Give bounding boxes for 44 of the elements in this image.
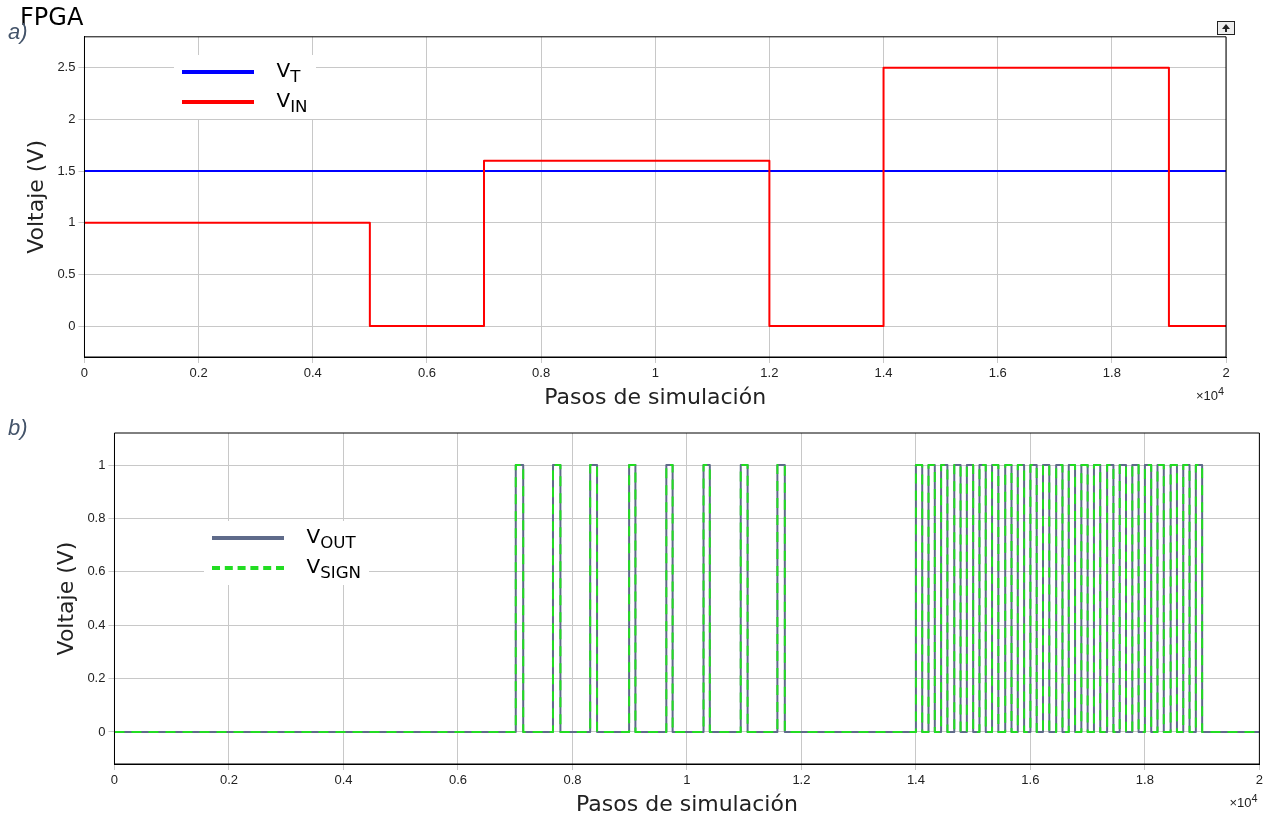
x-tick-label: 1.6 [1021, 772, 1040, 788]
x-tick-label: 2 [1255, 772, 1263, 788]
x-tick-label: 0.8 [563, 772, 582, 788]
x-tick-label: 1.8 [1102, 365, 1121, 381]
x-tick-label: 0 [110, 772, 119, 788]
x-tick-label: 0.2 [219, 772, 238, 788]
text: b) [8, 415, 28, 441]
x-tick-label: 1.2 [760, 365, 779, 381]
y-tick-label: 2 [68, 111, 76, 127]
x-tick-label: 0.4 [334, 772, 353, 788]
x-tick-label: 0.6 [417, 365, 436, 381]
y-tick-label: 0 [98, 723, 106, 739]
x-tick-label: 0.8 [532, 365, 551, 381]
x-axis-title: Pasos de simulación [544, 383, 767, 409]
y-tick-label: 0 [68, 317, 76, 333]
y-tick-label: 0.2 [87, 670, 106, 686]
x-tick-label: 0.2 [189, 365, 208, 381]
legend-label: V$_{SIGN}$ [306, 554, 362, 582]
y-axis-title: Voltaje (V) [22, 139, 48, 254]
x-tick-label: 2 [1222, 365, 1230, 381]
y-tick-label: 0.5 [57, 265, 76, 281]
legend-label: V$_{OUT}$ [306, 524, 356, 552]
x-tick-label: 0.6 [448, 772, 467, 788]
legend-label: V$_{T}$ [276, 57, 301, 86]
y-tick-label: 1 [98, 456, 106, 472]
y-tick-label: 0.8 [87, 510, 106, 525]
x-tick-label: 1.4 [874, 365, 893, 381]
y-tick-label: 0.6 [87, 563, 106, 579]
x-tick-label: 1.4 [906, 772, 925, 788]
legend-label: V$_{IN}$ [276, 87, 308, 116]
x-tick-label: 1.2 [792, 772, 811, 788]
x-tick-label: 1 [651, 365, 659, 381]
text: ×10$^{4}$ [1229, 792, 1258, 811]
y-tick-label: 2.5 [57, 59, 76, 75]
x-axis-title: Pasos de simulación [576, 790, 798, 816]
x-tick-label: 1 [683, 772, 691, 788]
text: ×10$^{4}$ [1196, 385, 1225, 404]
y-tick-label: 0.4 [87, 616, 106, 632]
x-tick-label: 0.4 [303, 365, 322, 381]
x-tick-label: 1.6 [988, 365, 1007, 381]
y-tick-label: 1.5 [57, 162, 76, 178]
x-tick-label: 1.8 [1135, 772, 1154, 788]
y-tick-label: 1 [68, 214, 76, 230]
y-axis-title: Voltaje (V) [52, 541, 78, 656]
